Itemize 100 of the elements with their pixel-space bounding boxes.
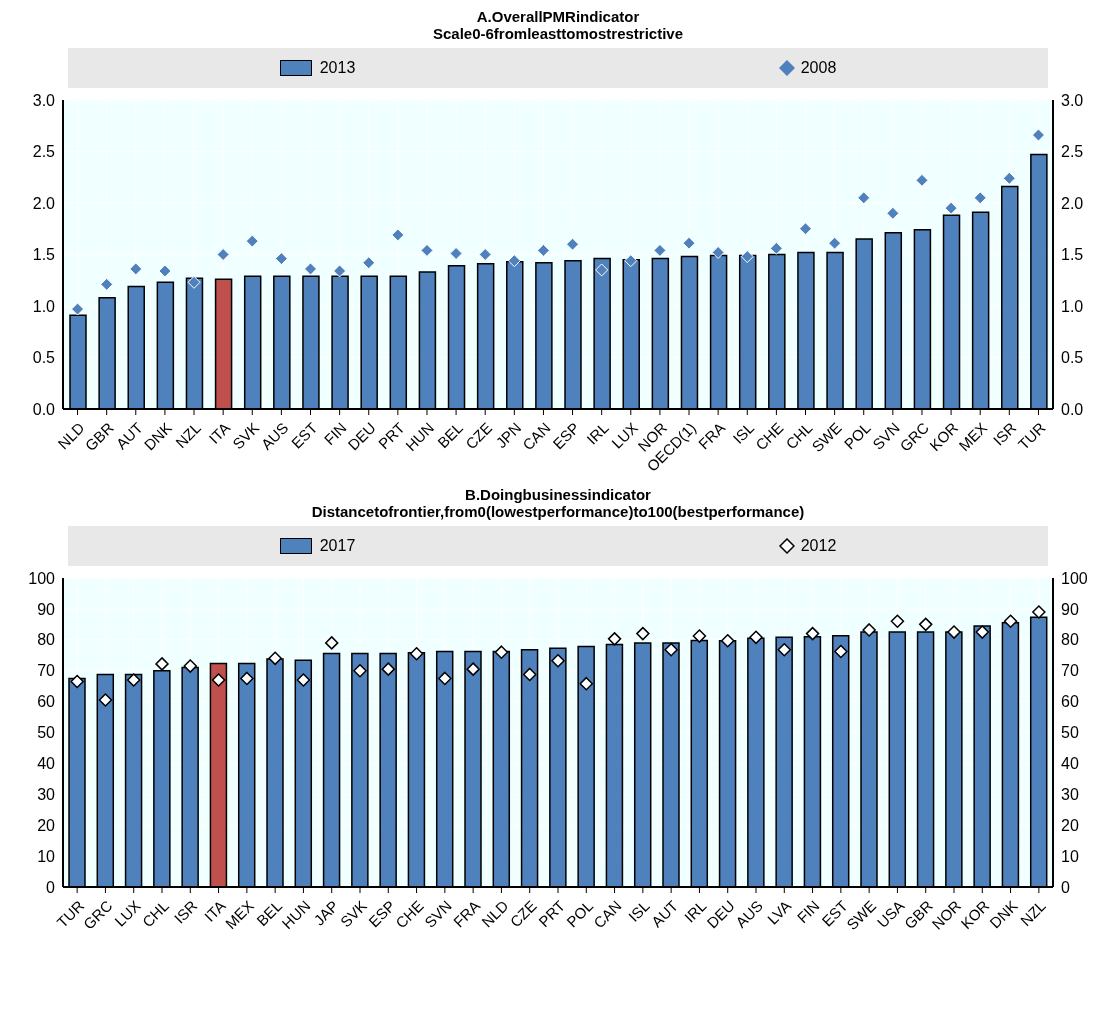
point [126,673,141,687]
chart-title: A.OverallPMRindicator [475,8,641,25]
point [682,236,696,250]
point [973,191,987,205]
point [579,676,594,691]
y2-tick-label: 90 [1061,600,1079,618]
point [478,248,492,261]
point [769,241,783,255]
point [805,626,820,641]
y2-tick-label: 100 [1061,569,1088,587]
y2-tick-label: 0 [1061,878,1070,896]
point [438,671,452,686]
x-tick-label: ISR [170,896,201,927]
y2-tick-label: 80 [1061,631,1079,649]
point [409,646,424,661]
point [522,667,537,682]
point [274,252,288,266]
point [886,206,900,220]
y-tick-label: 2.0 [32,194,56,212]
x-tick-label: LVA [763,897,795,928]
point [828,236,842,250]
point [333,264,347,278]
point [890,614,905,629]
y2-tick-label: 50 [1061,724,1079,742]
point [362,256,376,270]
point [1002,171,1016,185]
y-tick-label: 70 [37,662,56,680]
point [183,659,198,673]
x-tick-label: JAP [310,897,342,929]
y-tick-label: 50 [37,724,56,742]
point [595,263,609,277]
point [240,671,254,686]
y2-tick-label: 0.5 [1061,349,1084,367]
point [449,246,463,260]
y2-tick-label: 70 [1061,662,1079,680]
point [740,250,754,264]
point [187,275,201,289]
y2-tick-label: 30 [1061,785,1079,803]
point [566,237,580,251]
y2-tick-label: 40 [1061,755,1079,773]
point [466,662,480,676]
point [296,673,311,687]
legend-label: 2008 [799,59,837,77]
point [353,663,367,678]
point [98,693,113,707]
y-tick-label: 60 [37,693,56,711]
point [420,243,434,257]
chart-subtitle: Scale0-6fromleasttomostrestrictive [431,25,685,42]
point [834,644,848,659]
point [391,228,405,242]
point [100,277,114,291]
point [1031,128,1045,142]
point [494,645,509,659]
legend-label: 2017 [318,537,356,555]
x-tick-label: ITA [205,419,234,447]
y-tick-label: 20 [37,816,56,834]
chart-subtitle: Distancetofrontier,from0(lowestperformance)to100(bestperformance) [310,503,806,520]
x-tick-label: NZL [172,419,205,452]
point [799,222,812,236]
point [211,673,226,687]
point [915,173,929,187]
x-tick-label: IRL [583,419,612,448]
y-tick-label: 1.5 [32,246,56,264]
point [304,262,317,276]
point [749,630,763,645]
y2-tick-label: 60 [1061,693,1079,711]
y-tick-label: 100 [28,569,56,587]
point [975,625,990,639]
point [70,674,84,689]
point [158,264,172,278]
y-tick-label: 40 [37,755,56,773]
y-tick-label: 90 [37,600,56,618]
point [245,234,259,248]
point [944,201,958,215]
point [216,248,230,261]
point [711,245,725,259]
point [268,651,282,666]
y-tick-label: 10 [37,847,56,865]
y-tick-label: 80 [37,631,56,649]
point [664,642,678,657]
point [155,657,169,671]
point [692,629,707,643]
point [71,302,85,316]
y-tick-label: 1.0 [32,297,56,315]
x-tick-label: FIN [793,897,823,927]
point [129,262,143,276]
point [536,243,550,257]
point [857,191,871,205]
point [324,636,339,650]
point [777,642,792,657]
point [862,623,876,637]
point [653,243,667,257]
point [947,625,961,639]
y-tick-label: 0.5 [32,349,56,367]
y2-tick-label: 2.5 [1061,143,1084,161]
point [1032,605,1046,619]
y-tick-label: 0.0 [32,400,56,418]
point [1003,614,1018,629]
point [381,662,396,676]
legend-label: 2013 [318,59,356,77]
